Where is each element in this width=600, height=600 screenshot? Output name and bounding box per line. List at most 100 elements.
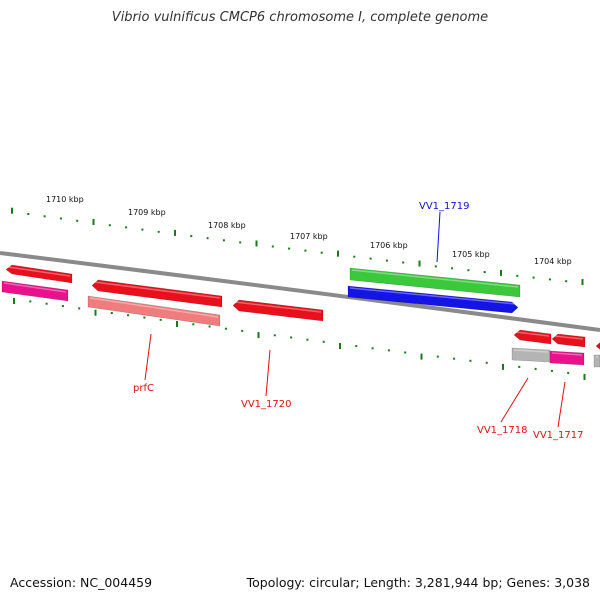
major-tick xyxy=(420,353,423,360)
minor-tick xyxy=(59,217,62,220)
feature-highlight xyxy=(553,335,584,340)
feature-tracks[interactable] xyxy=(1,264,600,368)
cds-feature-vv1-1718[interactable] xyxy=(513,329,552,345)
minor-tick xyxy=(43,215,46,218)
major-tick xyxy=(502,363,504,370)
genome-summary-text: Topology: circular; Length: 3,281,944 bp… xyxy=(246,575,590,590)
gene-label: VV1_1718 xyxy=(477,425,528,436)
minor-tick xyxy=(271,245,274,248)
feature-highlight xyxy=(349,287,517,305)
cds-feature[interactable] xyxy=(551,333,586,348)
cds-feature[interactable] xyxy=(5,264,73,284)
ruler-tick-label: 1704 kbp xyxy=(534,257,572,266)
major-tick xyxy=(174,229,176,236)
ruler-tick-label: 1705 kbp xyxy=(452,250,490,259)
minor-tick xyxy=(273,334,276,337)
ruler-labels: 1710 kbp 1709 kbp 1708 kbp 1707 kbp 1706 kbp… xyxy=(46,195,572,266)
minor-tick xyxy=(518,365,521,368)
gene-label: VV1_1719 xyxy=(419,201,470,212)
minor-tick xyxy=(190,235,193,238)
outer-tick-ring xyxy=(11,207,584,285)
major-tick xyxy=(583,373,586,380)
cds-feature[interactable] xyxy=(1,280,69,302)
major-tick xyxy=(13,298,15,304)
gene-label: VV1_1717 xyxy=(533,430,584,441)
chromosome-backbone xyxy=(0,251,600,332)
cds-feature[interactable] xyxy=(87,295,221,327)
minor-tick xyxy=(404,351,407,354)
gene-label: VV1_1720 xyxy=(241,399,292,410)
feature-highlight xyxy=(3,282,67,293)
minor-tick xyxy=(402,261,405,264)
minor-tick xyxy=(322,340,325,343)
minor-tick xyxy=(485,361,488,364)
minor-tick xyxy=(453,357,456,360)
minor-tick xyxy=(306,338,309,341)
minor-tick xyxy=(143,316,146,319)
inner-tick-ring xyxy=(13,298,586,380)
minor-tick xyxy=(29,300,32,303)
minor-tick xyxy=(483,271,486,274)
minor-tick xyxy=(385,259,388,262)
gene-labels: VV1_1719 prfC VV1_1720 VV1_1718 VV1_1717 xyxy=(133,201,584,441)
minor-tick xyxy=(387,349,390,352)
minor-tick xyxy=(304,249,307,252)
cds-feature[interactable] xyxy=(595,340,600,352)
label-leader xyxy=(557,381,566,428)
major-tick xyxy=(176,321,178,327)
minor-tick xyxy=(208,325,211,328)
accession-text: Accession: NC_004459 xyxy=(10,575,153,590)
major-tick xyxy=(92,219,95,225)
major-tick xyxy=(255,240,258,247)
minor-tick xyxy=(290,336,293,339)
ruler-tick-label: 1709 kbp xyxy=(128,208,166,217)
label-leader xyxy=(500,377,529,423)
cds-feature-vv1-1719[interactable] xyxy=(349,267,521,298)
major-tick xyxy=(339,343,341,349)
cds-feature-vv1-1717[interactable] xyxy=(549,350,585,366)
minor-tick xyxy=(548,278,551,281)
ruler-tick-label: 1707 kbp xyxy=(290,232,328,241)
minor-tick xyxy=(567,371,570,374)
minor-tick xyxy=(239,241,242,244)
minor-tick xyxy=(141,228,144,231)
minor-tick xyxy=(157,230,160,233)
minor-tick xyxy=(45,302,48,305)
minor-tick xyxy=(27,213,30,215)
minor-tick xyxy=(76,219,79,222)
feature-highlight xyxy=(513,349,549,353)
major-tick xyxy=(500,269,502,276)
ruler-tick-label: 1710 kbp xyxy=(46,195,84,204)
major-tick xyxy=(337,250,339,257)
minor-tick xyxy=(241,329,244,332)
cds-feature-vv1-1720[interactable] xyxy=(232,299,324,322)
minor-tick xyxy=(436,355,439,358)
major-tick xyxy=(581,279,584,285)
minor-tick xyxy=(127,314,130,317)
minor-tick xyxy=(451,267,454,270)
minor-tick xyxy=(224,327,227,330)
feature-highlight xyxy=(234,301,322,313)
cds-feature[interactable] xyxy=(347,285,519,314)
minor-tick xyxy=(532,276,535,279)
feature-highlight xyxy=(551,352,583,356)
map-title: Vibrio vulnificus CMCP6 chromosome I, co… xyxy=(111,10,489,25)
minor-tick xyxy=(550,369,553,372)
minor-tick xyxy=(534,367,537,370)
minor-tick xyxy=(222,239,225,242)
minor-tick xyxy=(108,224,111,227)
gene-label: prfC xyxy=(133,383,154,394)
major-tick xyxy=(418,260,421,267)
minor-tick xyxy=(353,255,356,258)
minor-tick xyxy=(125,226,128,229)
minor-tick xyxy=(469,359,472,362)
minor-tick xyxy=(355,345,358,348)
minor-tick xyxy=(192,323,195,326)
cds-feature[interactable] xyxy=(593,354,600,368)
minor-tick xyxy=(206,237,209,240)
cds-feature-prfc[interactable] xyxy=(91,279,223,308)
feature-highlight xyxy=(89,297,219,318)
ruler-tick-label: 1708 kbp xyxy=(208,221,246,230)
